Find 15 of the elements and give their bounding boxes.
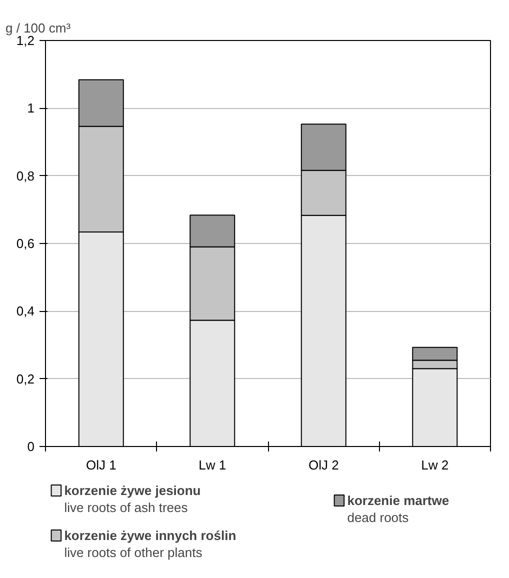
y-tick-label: 0,2 — [16, 371, 35, 386]
legend-label: korzenie martwe dead roots — [347, 493, 450, 525]
x-tick-label: Lw 2 — [421, 458, 449, 472]
y-axis-title: g / 100 cm³ — [6, 20, 72, 36]
x-tick-label: OlJ 2 — [308, 458, 339, 472]
y-tick-label: 0,6 — [16, 236, 35, 251]
y-tick-label: 1 — [27, 100, 35, 116]
x-tick-label: Lw 1 — [198, 458, 226, 472]
y-tick-label: 0,8 — [16, 168, 35, 184]
x-tick-label: OlJ 1 — [86, 458, 116, 472]
legend-label: korzenie żywe innych roślin live roots of other plants — [64, 528, 236, 560]
y-tick-label: 1,2 — [16, 33, 35, 48]
legend-label: korzenie żywe jesionu live roots of ash trees — [64, 483, 201, 515]
y-tick-label: 0,4 — [16, 304, 35, 319]
y-tick-label: 0 — [27, 439, 35, 454]
